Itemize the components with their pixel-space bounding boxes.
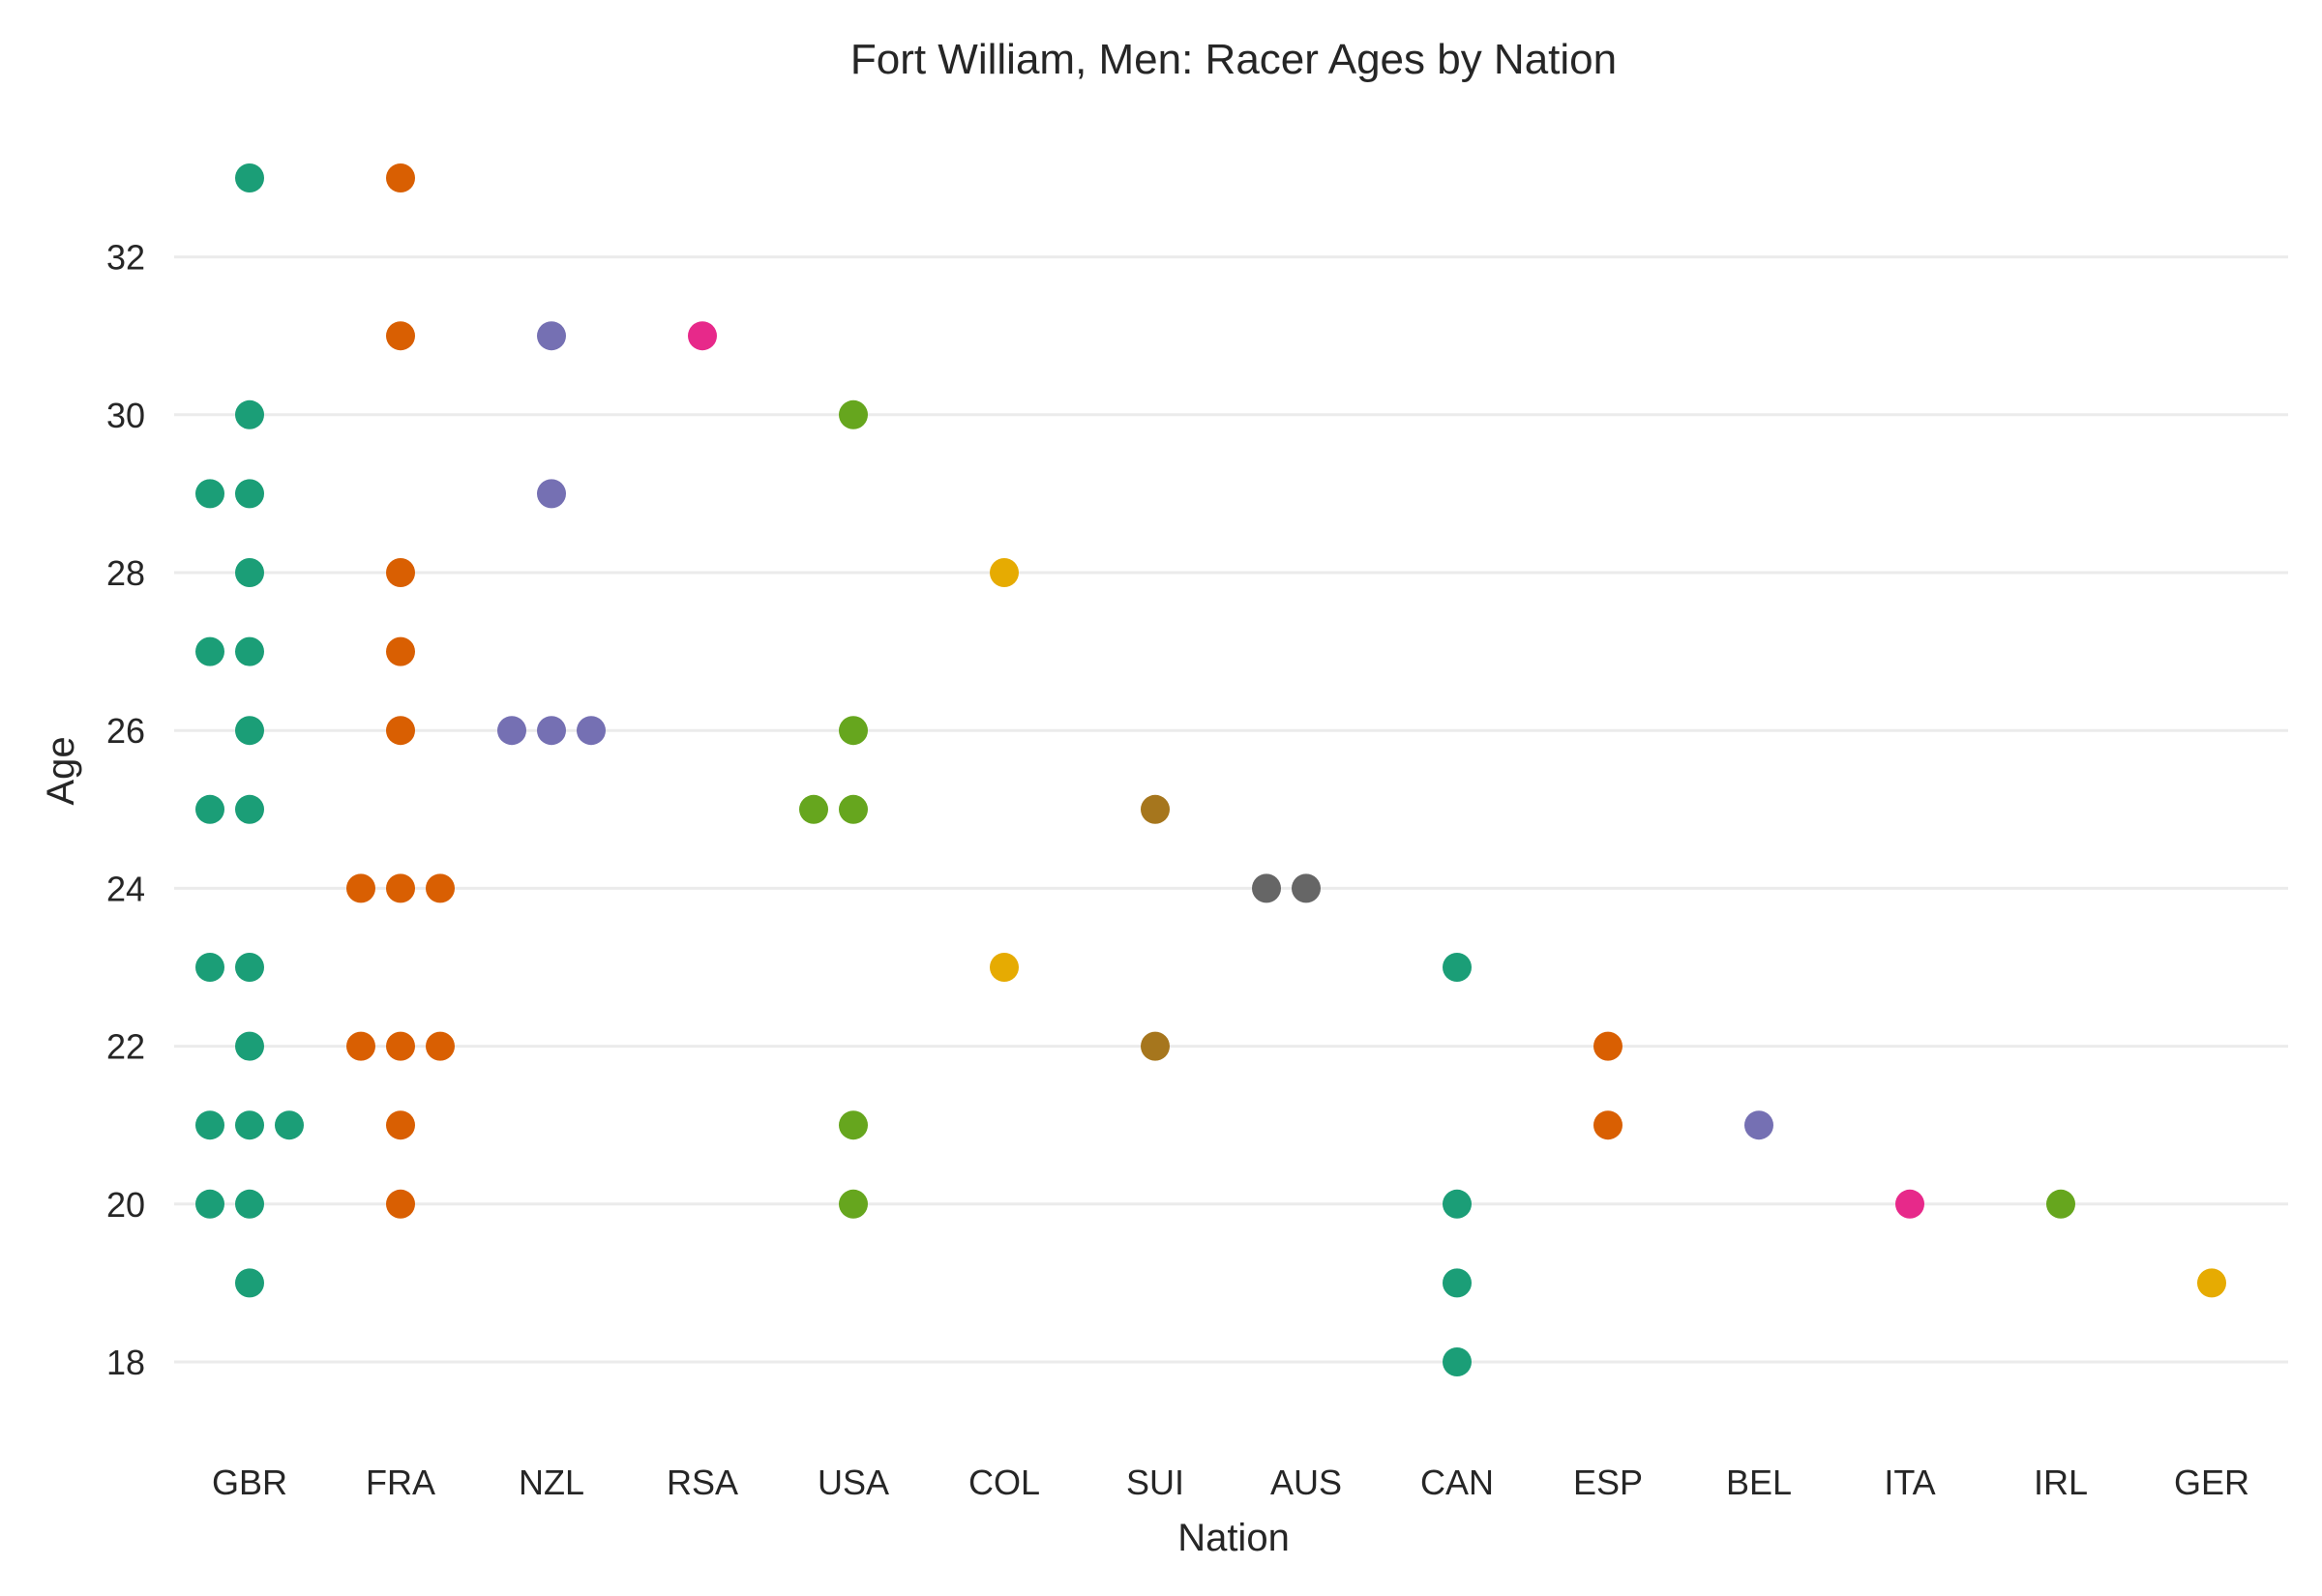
point-usa-20 [839,1189,868,1219]
point-ita-20 [1895,1189,1924,1219]
point-gbr-27 [235,636,264,666]
y-tick-label-18: 18 [106,1343,145,1382]
point-can-23 [1443,953,1472,982]
point-bel-21 [1744,1110,1773,1140]
y-tick-label-32: 32 [106,238,145,278]
y-tick-label-22: 22 [106,1027,145,1067]
point-can-20 [1443,1189,1472,1219]
point-aus-24 [1252,873,1281,903]
point-gbr-22 [235,1031,264,1061]
point-fra-22 [426,1031,455,1061]
point-gbr-25 [235,794,264,824]
point-gbr-28 [235,558,264,587]
point-can-19 [1443,1268,1472,1298]
x-tick-label-can: CAN [1420,1463,1494,1502]
point-fra-28 [386,558,415,587]
point-fra-31 [386,321,415,351]
point-aus-24 [1292,873,1321,903]
x-tick-label-irl: IRL [2034,1463,2088,1502]
point-gbr-25 [195,794,224,824]
point-fra-24 [386,873,415,903]
point-usa-26 [839,716,868,746]
point-usa-25 [839,794,868,824]
point-irl-20 [2046,1189,2075,1219]
y-tick-label-20: 20 [106,1185,145,1225]
point-nzl-26 [497,716,526,746]
y-tick-label-24: 24 [106,869,145,908]
point-usa-25 [799,794,828,824]
point-gbr-20 [195,1189,224,1219]
point-fra-22 [386,1031,415,1061]
y-tick-label-26: 26 [106,711,145,751]
point-gbr-26 [235,716,264,746]
point-ger-19 [2197,1268,2226,1298]
x-tick-label-usa: USA [818,1463,889,1502]
point-gbr-33 [235,163,264,192]
point-fra-22 [346,1031,375,1061]
point-fra-20 [386,1189,415,1219]
point-usa-30 [839,399,868,429]
point-fra-24 [346,873,375,903]
x-tick-label-nzl: NZL [519,1463,584,1502]
point-nzl-29 [537,479,566,509]
point-gbr-21 [195,1110,224,1140]
chart-title: Fort William, Men: Racer Ages by Nation [850,36,1617,83]
point-gbr-23 [195,953,224,982]
point-gbr-27 [195,636,224,666]
point-gbr-29 [195,479,224,509]
x-axis-ticks: GBR FRA NZL RSA USA COL SUI AUS CAN ESP BEL ITA IRL G… [212,1463,2249,1502]
point-sui-22 [1141,1031,1170,1061]
x-tick-label-aus: AUS [1270,1463,1342,1502]
point-nzl-26 [537,716,566,746]
x-tick-label-fra: FRA [366,1463,435,1502]
y-tick-label-28: 28 [106,553,145,593]
point-fra-24 [426,873,455,903]
x-tick-label-sui: SUI [1126,1463,1184,1502]
point-esp-21 [1593,1110,1622,1140]
point-fra-27 [386,636,415,666]
data-points [195,163,2226,1376]
point-gbr-30 [235,399,264,429]
point-fra-21 [386,1110,415,1140]
point-nzl-26 [577,716,606,746]
x-tick-label-ger: GER [2174,1463,2249,1502]
point-can-18 [1443,1347,1472,1376]
x-tick-label-col: COL [968,1463,1040,1502]
y-axis-label: Age [40,736,82,805]
point-gbr-23 [235,953,264,982]
y-axis-ticks: 18 20 22 24 26 28 30 32 [106,238,145,1382]
gridlines [174,255,2288,1364]
y-tick-label-30: 30 [106,396,145,435]
point-col-23 [990,953,1019,982]
point-fra-26 [386,716,415,746]
point-fra-33 [386,163,415,192]
x-axis-label: Nation [1177,1517,1290,1559]
x-tick-label-ita: ITA [1884,1463,1935,1502]
x-tick-label-esp: ESP [1573,1463,1643,1502]
point-gbr-21 [235,1110,264,1140]
point-gbr-19 [235,1268,264,1298]
point-col-28 [990,558,1019,587]
point-gbr-21 [275,1110,304,1140]
x-tick-label-rsa: RSA [667,1463,738,1502]
point-gbr-29 [235,479,264,509]
x-tick-label-bel: BEL [1726,1463,1792,1502]
point-usa-21 [839,1110,868,1140]
x-tick-label-gbr: GBR [212,1463,287,1502]
point-sui-25 [1141,794,1170,824]
point-nzl-31 [537,321,566,351]
point-gbr-20 [235,1189,264,1219]
point-rsa-31 [688,321,717,351]
point-esp-22 [1593,1031,1622,1061]
